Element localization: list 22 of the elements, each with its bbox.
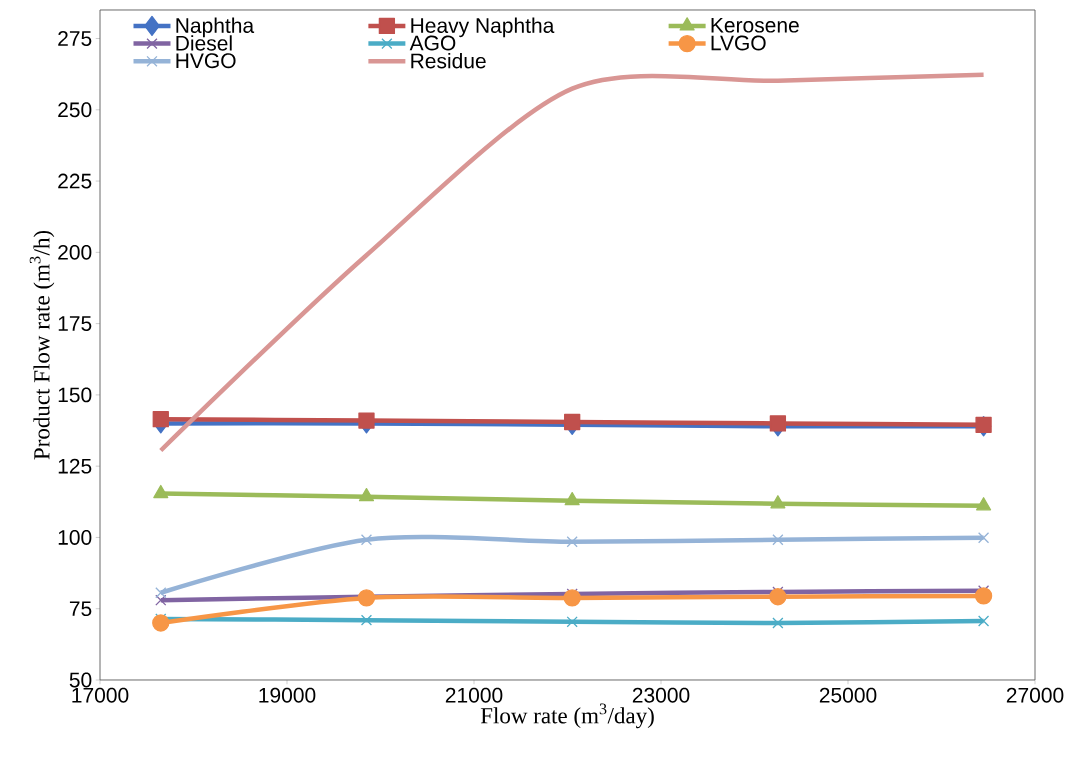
x-tick-label: 21000 [445,687,503,703]
legend-label: Kerosene [711,17,799,33]
legend-label: HVGO [176,53,236,69]
x-tick-label: 27000 [1006,687,1064,703]
y-tick-label: 275 [58,31,92,46]
y-tick-label: 175 [58,316,92,331]
y-tick-label: 225 [58,173,92,189]
x-tick-label: 25000 [819,687,877,703]
y-axis-title: Product Flow rate (m$^{3}$/h) [29,230,55,460]
y-tick-label: 125 [58,458,92,474]
x-tick-label: 19000 [259,687,316,703]
y-tick-label: 50 [69,672,92,688]
y-tick-label: 75 [69,601,92,617]
x-axis-title: Flow rate (m$^{3}$/day) [480,703,654,729]
y-tick-label: 150 [58,387,92,403]
legend-label: LVGO [711,35,766,51]
x-tick-label: 17000 [72,687,129,703]
y-tick-label: 250 [58,102,92,118]
legend-label: Residue [411,52,486,69]
y-tick-label: 100 [58,530,92,545]
x-tick-label: 23000 [632,687,690,703]
y-tick-label: 200 [58,244,92,260]
